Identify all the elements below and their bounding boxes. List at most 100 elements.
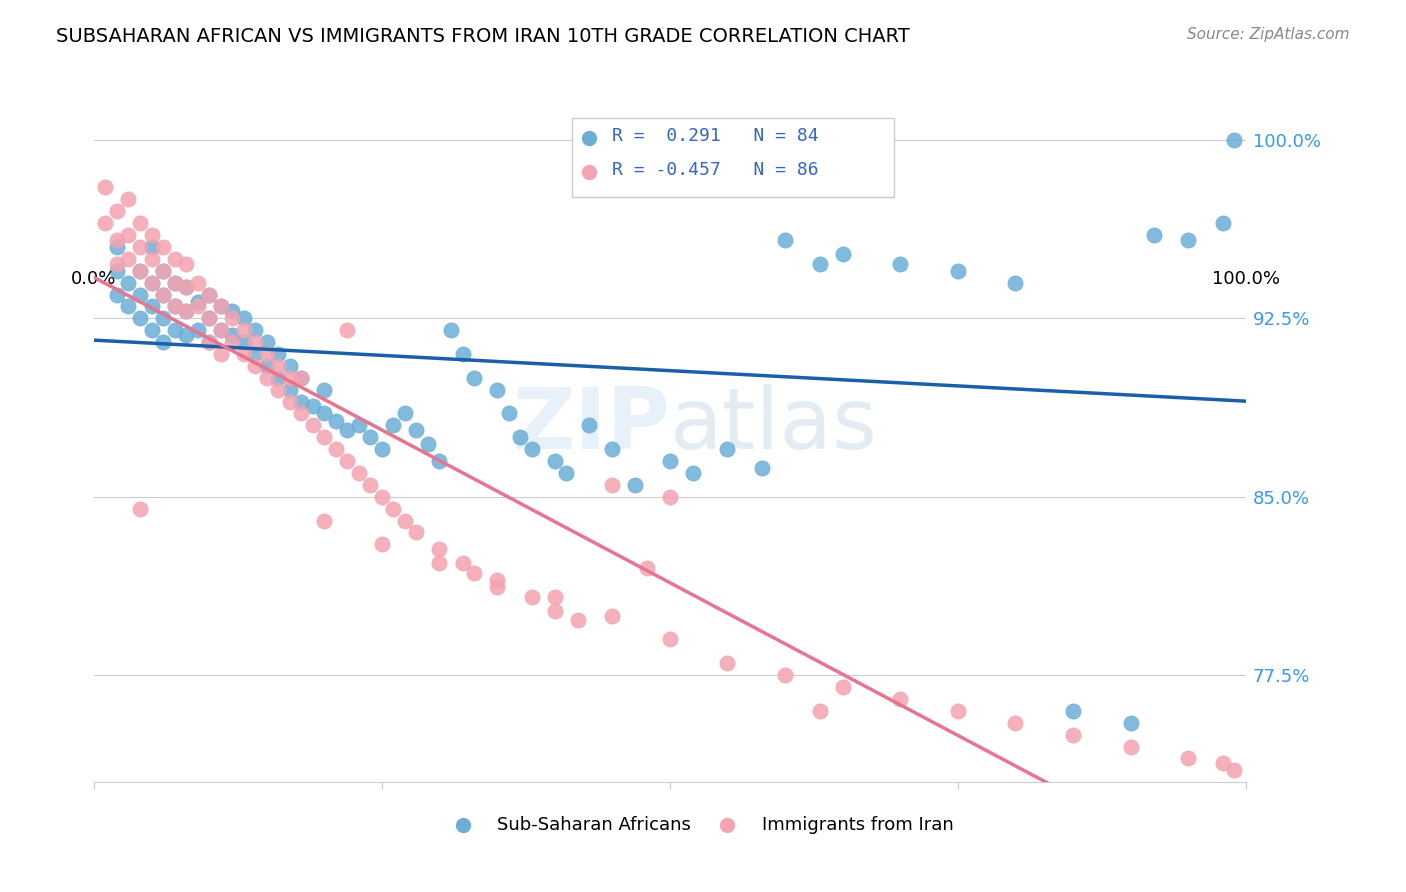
Point — [141, 300, 163, 314]
Point — [451, 557, 474, 571]
Point — [174, 280, 197, 294]
Point — [290, 371, 312, 385]
Point — [359, 430, 381, 444]
Point — [658, 632, 681, 647]
Point — [256, 335, 278, 350]
Point — [105, 257, 128, 271]
Point — [152, 287, 174, 301]
Point — [117, 228, 139, 243]
Point — [187, 300, 209, 314]
Point — [232, 347, 254, 361]
Point — [256, 371, 278, 385]
Point — [658, 490, 681, 504]
Point — [267, 347, 290, 361]
Point — [152, 287, 174, 301]
Point — [198, 311, 221, 326]
Point — [129, 501, 152, 516]
FancyBboxPatch shape — [572, 119, 894, 197]
Point — [141, 276, 163, 290]
Point — [486, 580, 509, 594]
Point — [221, 328, 243, 343]
Point — [624, 478, 647, 492]
Point — [325, 442, 347, 457]
Point — [209, 300, 232, 314]
Point — [382, 418, 405, 433]
Point — [314, 383, 336, 397]
Point — [163, 300, 186, 314]
Point — [117, 276, 139, 290]
Point — [209, 323, 232, 337]
Point — [463, 566, 485, 580]
Point — [163, 276, 186, 290]
Point — [394, 514, 416, 528]
Point — [440, 323, 463, 337]
Point — [600, 478, 623, 492]
Point — [174, 280, 197, 294]
Point — [314, 430, 336, 444]
Text: Source: ZipAtlas.com: Source: ZipAtlas.com — [1187, 27, 1350, 42]
Point — [578, 418, 600, 433]
Point — [543, 454, 565, 468]
Point — [129, 311, 152, 326]
Point — [129, 287, 152, 301]
Point — [301, 418, 323, 433]
Point — [129, 216, 152, 230]
Point — [636, 561, 658, 575]
Point — [141, 228, 163, 243]
Point — [163, 300, 186, 314]
Point — [1223, 133, 1246, 147]
Point — [1212, 216, 1234, 230]
Point — [682, 466, 704, 480]
Point — [463, 371, 485, 385]
Point — [187, 323, 209, 337]
Point — [129, 264, 152, 278]
Point — [1119, 739, 1142, 754]
Point — [105, 264, 128, 278]
Point — [543, 590, 565, 604]
Text: 100.0%: 100.0% — [1212, 269, 1279, 288]
Point — [105, 240, 128, 254]
Point — [371, 537, 394, 551]
Point — [301, 400, 323, 414]
Point — [808, 704, 831, 718]
Point — [808, 257, 831, 271]
Point — [278, 383, 301, 397]
Point — [163, 276, 186, 290]
Point — [198, 287, 221, 301]
Point — [347, 418, 370, 433]
Point — [290, 407, 312, 421]
Point — [243, 359, 266, 373]
Point — [129, 240, 152, 254]
Point — [117, 192, 139, 206]
Point — [314, 514, 336, 528]
Point — [831, 247, 853, 261]
Point — [174, 304, 197, 318]
Point — [290, 394, 312, 409]
Point — [336, 423, 359, 437]
Point — [600, 442, 623, 457]
Point — [209, 300, 232, 314]
Point — [578, 366, 600, 380]
Point — [600, 608, 623, 623]
Point — [520, 442, 543, 457]
Point — [243, 335, 266, 350]
Point — [578, 478, 600, 492]
Point — [1119, 715, 1142, 730]
Point — [1177, 233, 1199, 247]
Point — [1212, 756, 1234, 771]
Point — [256, 359, 278, 373]
Point — [243, 347, 266, 361]
Point — [209, 347, 232, 361]
Point — [486, 383, 509, 397]
Point — [105, 287, 128, 301]
Point — [163, 323, 186, 337]
Point — [187, 294, 209, 309]
Point — [889, 257, 911, 271]
Point — [278, 359, 301, 373]
Point — [141, 323, 163, 337]
Point — [198, 311, 221, 326]
Text: Sub-Saharan Africans: Sub-Saharan Africans — [498, 816, 690, 834]
Point — [198, 335, 221, 350]
Point — [94, 216, 117, 230]
Point — [773, 233, 796, 247]
